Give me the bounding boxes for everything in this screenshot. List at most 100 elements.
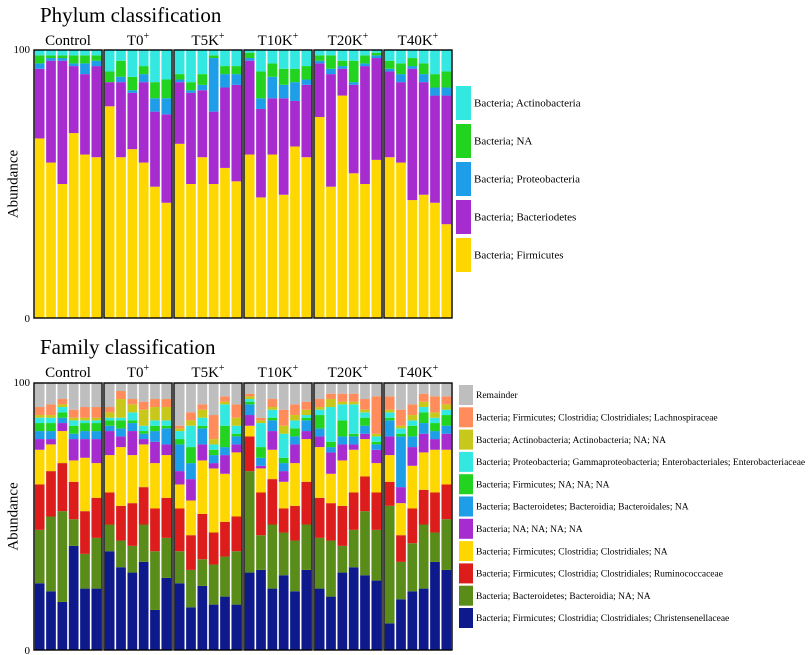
bar-segment [396,487,406,504]
bar-segment [138,524,149,562]
bar-segment [174,583,185,650]
bar-segment [314,55,325,61]
bar-segment [407,50,418,59]
bar-segment [430,561,440,650]
bar-segment [396,162,406,318]
legend-item: Bacteria; NA; NA; NA; NA [459,518,583,539]
bar-segment [208,439,219,445]
bar-segment [348,401,359,405]
legend-swatch [459,385,473,405]
bar-segment [91,417,102,421]
bar-segment [326,407,336,442]
bar-segment [244,58,255,61]
bar-segment [360,476,370,512]
bar-segment [407,591,418,650]
bar-segment [418,489,429,525]
legend-label: Bacteria; Firmicutes; NA; NA; NA [476,480,610,490]
bar-segment [220,66,230,75]
bar-segment [441,569,452,650]
bar-segment [116,420,126,429]
bar-segment [337,505,348,546]
bar-segment [104,455,115,493]
bar-segment [360,575,370,650]
bar-segment [57,184,68,318]
bar-segment [186,479,196,501]
bar-segment [174,439,185,445]
bar-segment [418,63,429,75]
bar-segment [57,417,68,424]
bar-segment [91,157,102,318]
bar-segment [34,417,45,424]
bar-segment [256,457,266,466]
legend-label: Bacteria; Actinobacteria [474,98,581,110]
bar-segment [104,412,115,418]
bar-segment [138,162,149,318]
legend-item: Bacteria; Bacteroidetes; Bacteroidia; Ba… [459,496,689,517]
bar-segment [267,479,278,525]
bar-segment [174,74,185,80]
bar-segment [326,473,336,504]
bar-segment [418,194,429,318]
bar-segment [244,52,255,59]
bar-segment [314,409,325,416]
bar-segment [161,50,172,80]
legend-swatch [456,238,471,272]
bar-segment [197,90,208,158]
bar-segment [326,452,336,474]
bar-segment [186,82,196,91]
legend-label: Bacteria; Actinobacteria; Actinobacteria… [476,436,666,446]
bar-segment [418,452,429,490]
bar-segment [360,63,370,67]
bar-segment [127,455,138,504]
bar-segment [441,383,452,397]
bar-segment [360,399,370,410]
bar-segment [267,154,278,318]
panel-title: Family classification [40,335,216,359]
bar-segment [244,436,255,472]
bar-segment [244,471,255,573]
bar-segment [326,596,336,650]
bar-segment [150,420,160,426]
bar-segment [267,588,278,650]
bar-segment [326,50,336,56]
bar-segment [186,425,196,448]
bar-segment [244,383,255,394]
bar-segment [326,383,336,394]
bar-segment [68,417,79,421]
bar-segment [337,420,348,437]
bar-segment [418,401,429,408]
bar-segment [348,393,359,402]
bar-segment [150,441,160,464]
bar-segment [278,68,289,85]
bar-segment [430,396,440,413]
legend-label: Bacteria; Firmicutes; Clostridia; Clostr… [476,547,668,557]
bar-segment [290,463,300,506]
bar-segment [91,463,102,498]
bar-segment [91,420,102,424]
bar-segment [46,431,56,440]
bar-segment [46,383,56,405]
bar-segment [116,399,126,418]
bar-segment [418,383,429,394]
bar-segment [174,444,185,472]
group-t10kplus: T10K+ [243,363,313,651]
group-control: Control [33,365,103,651]
bar-segment [231,66,242,75]
bar-segment [127,399,138,405]
bar-segment [68,425,79,434]
bar-segment [197,585,208,650]
bar-segment [150,98,160,112]
bar-segment [360,412,370,418]
legend-label: Remainder [476,391,519,401]
y-tick-label-min: 0 [25,645,31,655]
y-tick-label-max: 100 [14,377,31,389]
bar-segment [337,460,348,506]
bar-segment [384,60,395,69]
bar-segment [68,545,79,650]
group-label: T10K+ [258,31,299,49]
legend-item: Bacteria; Firmicutes [456,238,564,272]
bar-segment [430,492,440,533]
legend-item: Bacteria; Firmicutes; Clostridia; Clostr… [459,608,729,628]
bar-segment [186,92,196,184]
bar-segment [80,511,90,554]
